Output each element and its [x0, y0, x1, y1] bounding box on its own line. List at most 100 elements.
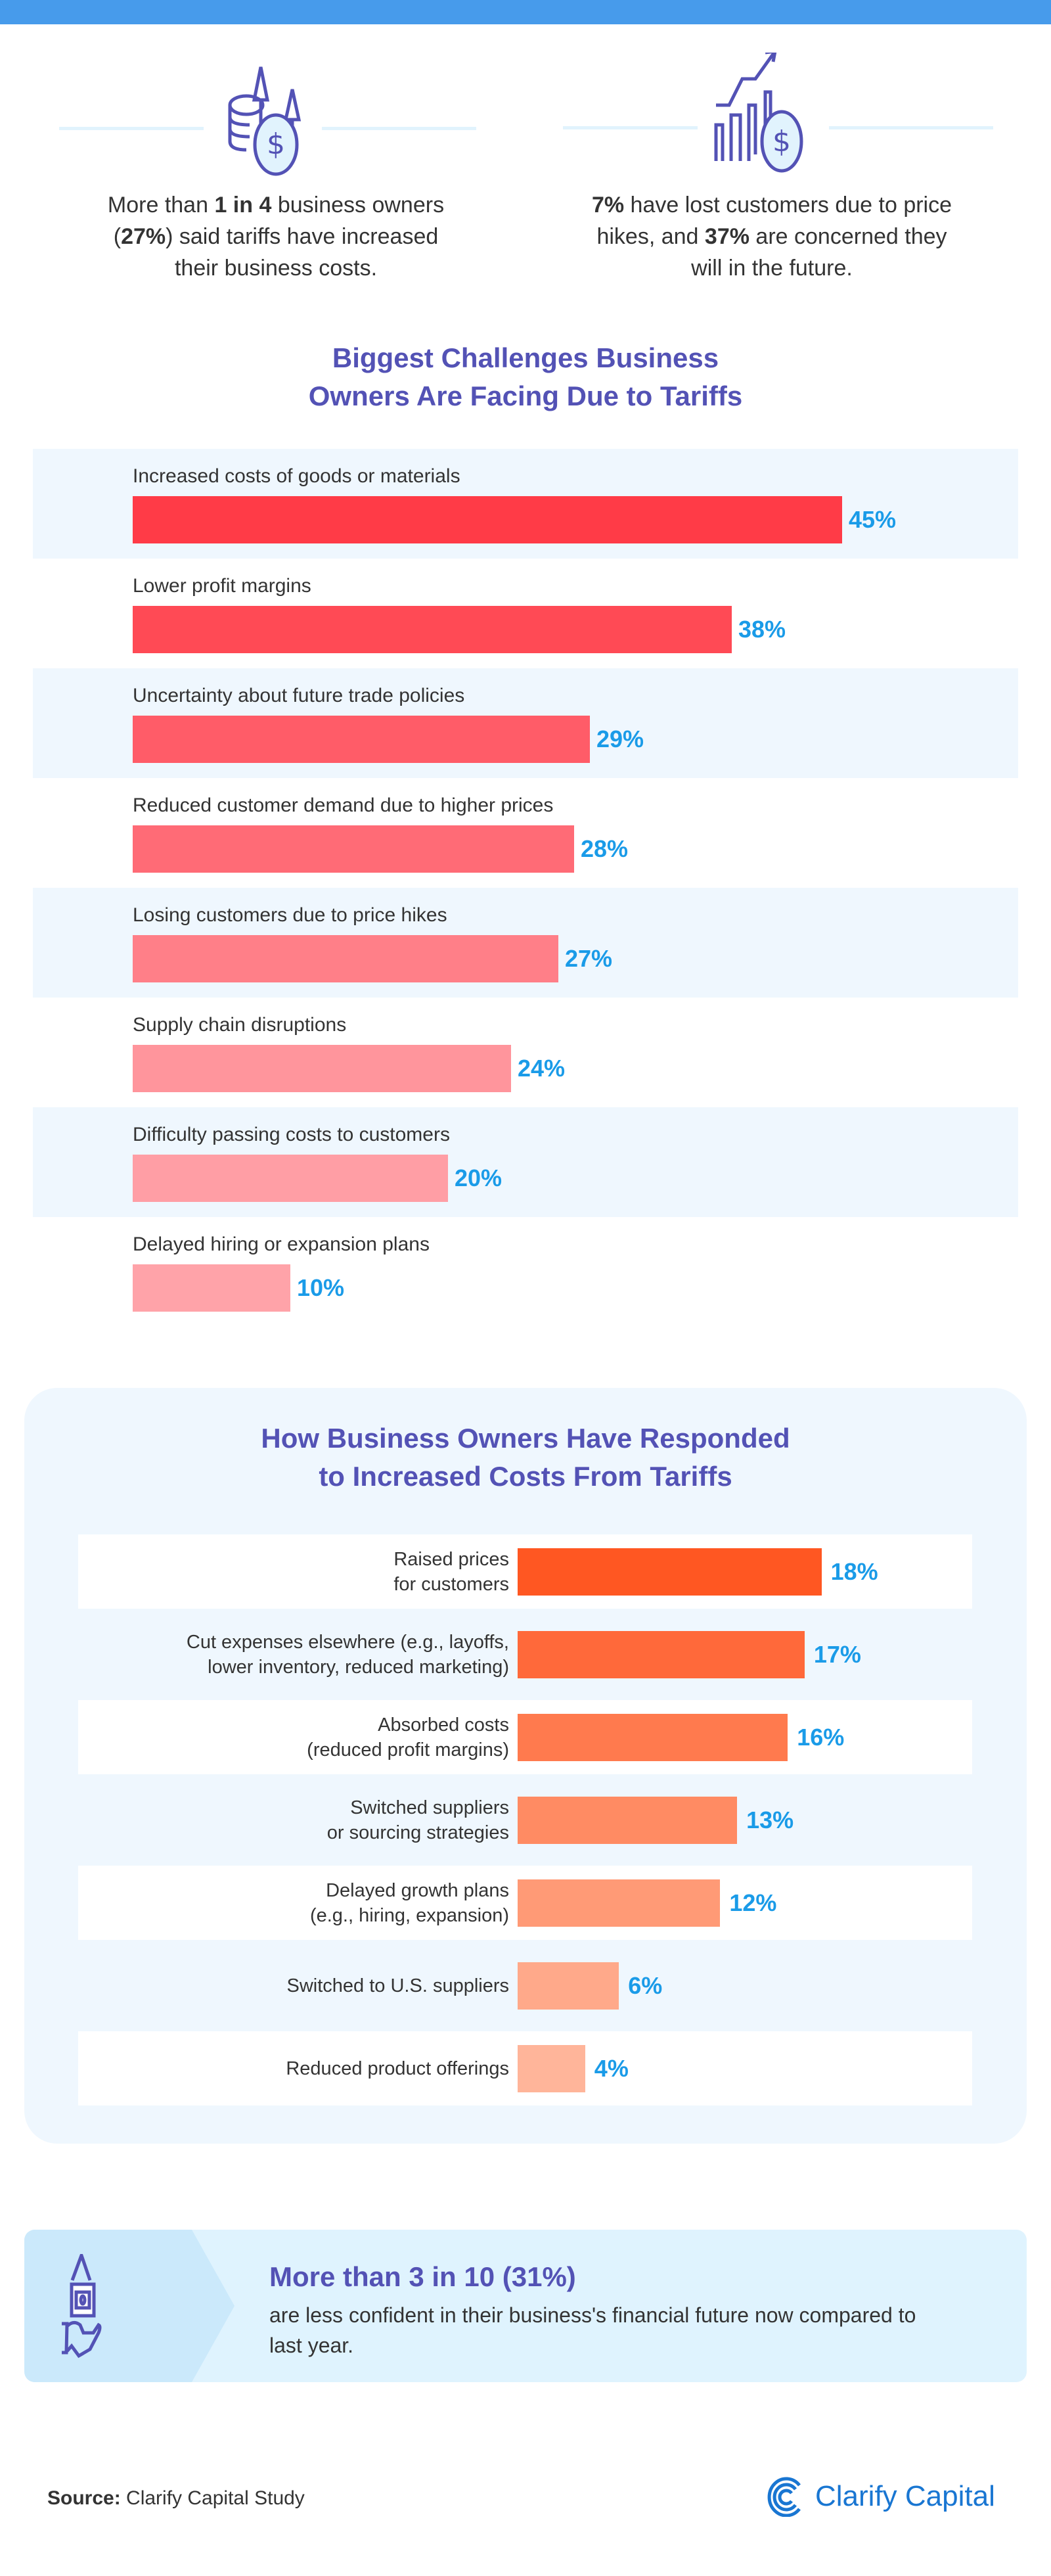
divider	[829, 126, 993, 129]
chart1-row: Reduced customer demand due to higher pr…	[33, 778, 1018, 888]
bar-value-label: 38%	[738, 616, 786, 643]
bar-label: Switched suppliers or sourcing strategies	[89, 1783, 509, 1857]
bar	[133, 1155, 448, 1202]
bar-label: Lower profit margins	[133, 575, 311, 597]
bar-value-label: 29%	[596, 725, 644, 752]
bar	[518, 1714, 788, 1761]
bar	[133, 606, 732, 653]
coins-arrows-up-icon: $	[228, 66, 302, 176]
bar-label-line: for customers	[393, 1573, 509, 1595]
bar-label: Reduced customer demand due to higher pr…	[133, 794, 554, 816]
chart1-row: Losing customers due to price hikes 27%	[33, 888, 1018, 998]
bar-label-line: Raised prices	[393, 1548, 509, 1570]
chart1-row: Delayed hiring or expansion plans 10%	[33, 1217, 1018, 1327]
bar-label: Switched to U.S. suppliers	[89, 1948, 509, 2023]
bar-label-line: lower inventory, reduced marketing)	[208, 1656, 509, 1678]
bar-label-line: Absorbed costs	[378, 1714, 509, 1736]
bar-value-label: 17%	[813, 1641, 861, 1668]
chart2-title-line: to Increased Costs From Tariffs	[319, 1461, 732, 1492]
bar-label-line: or sourcing strategies	[326, 1822, 509, 1843]
bar-value-label: 27%	[565, 945, 613, 972]
chart1-row: Increased costs of goods or materials 45…	[33, 449, 1018, 559]
bar-value-label: 45%	[849, 506, 897, 533]
source-note: Source: Clarify Capital Study	[47, 2487, 305, 2510]
bar	[133, 496, 842, 543]
bar-label-line: Cut expenses elsewhere (e.g., layoffs,	[186, 1631, 509, 1653]
bar	[133, 825, 574, 873]
bar-label-line: (reduced profit margins)	[307, 1739, 509, 1760]
chart2-row: Raised prices for customers 18%	[78, 1534, 972, 1609]
bar-label-line: Reduced product offerings	[286, 2058, 509, 2079]
bar-chart-dollar-icon: $	[714, 53, 803, 173]
chart2-row: Cut expenses elsewhere (e.g., layoffs, lo…	[78, 1617, 972, 1691]
chart1-row: Supply chain disruptions 24%	[33, 998, 1018, 1107]
bar-value-label: 18%	[830, 1558, 878, 1585]
bar	[518, 1797, 738, 1844]
bar-label-line: Delayed growth plans	[326, 1879, 509, 1901]
bar-value-label: 6%	[628, 1972, 663, 1999]
bar	[518, 1879, 721, 1927]
source-value: Clarify Capital Study	[120, 2487, 305, 2509]
logo-text: Clarify Capital	[815, 2480, 995, 2512]
bar	[518, 1962, 619, 2010]
bar-label: Uncertainty about future trade policies	[133, 685, 465, 706]
chart2-title: How Business Owners Have Responded to In…	[0, 1419, 1051, 1496]
bar-value-label: 24%	[518, 1055, 566, 1082]
confidence-callout	[24, 2230, 1027, 2382]
bar-label-line: (e.g., hiring, expansion)	[309, 1904, 509, 1926]
divider	[59, 127, 204, 130]
bar-value-label: 16%	[797, 1724, 845, 1751]
bar-label: Reduced product offerings	[89, 2031, 509, 2105]
bar-label: Supply chain disruptions	[133, 1014, 347, 1036]
chart1-row: Difficulty passing costs to customers 20…	[33, 1107, 1018, 1217]
chart1-title: Biggest Challenges Business Owners Are F…	[0, 339, 1051, 415]
source-label: Source:	[47, 2487, 121, 2509]
bar-label: Delayed growth plans (e.g., hiring, expan…	[89, 1866, 509, 1940]
bar-value-label: 20%	[455, 1164, 503, 1191]
bar	[133, 1045, 511, 1092]
bar-value-label: 13%	[746, 1806, 794, 1833]
bar	[133, 935, 558, 982]
stat-tariff-costs: More than 1 in 4 business owners (27%) s…	[107, 193, 445, 281]
bar	[133, 716, 590, 763]
bar-label-line: Switched to U.S. suppliers	[286, 1975, 509, 1996]
bar-value-label: 10%	[297, 1274, 345, 1301]
bar-label: Difficulty passing costs to customers	[133, 1124, 450, 1145]
divider	[563, 126, 698, 129]
chart2-row: Delayed growth plans (e.g., hiring, expan…	[78, 1866, 972, 1940]
divider	[322, 127, 476, 130]
clarify-logo-icon	[767, 2477, 801, 2517]
chart2-row: Absorbed costs (reduced profit margins) 1…	[78, 1700, 972, 1774]
chart2-row: Reduced product offerings 4%	[78, 2031, 972, 2105]
chart2-row: Switched to U.S. suppliers 6%	[78, 1948, 972, 2023]
bar-label: Cut expenses elsewhere (e.g., layoffs, lo…	[89, 1617, 509, 1691]
clarify-capital-logo[interactable]: Clarify Capital	[765, 2476, 995, 2517]
stat-lost-customers: 7% have lost customers due to price hike…	[591, 193, 952, 281]
bar-value-label: 12%	[729, 1889, 777, 1916]
chart1-row: Uncertainty about future trade policies …	[33, 668, 1018, 778]
bar-label: Losing customers due to price hikes	[133, 904, 447, 926]
bar	[518, 2045, 585, 2092]
bar-value-label: 4%	[594, 2055, 629, 2082]
bar-label: Delayed hiring or expansion plans	[133, 1233, 430, 1255]
bar-label: Absorbed costs (reduced profit margins)	[89, 1700, 509, 1774]
bar-label: Increased costs of goods or materials	[133, 465, 460, 487]
bar	[518, 1548, 822, 1596]
bar-value-label: 28%	[581, 835, 629, 862]
chart1-title-line: Owners Are Facing Due to Tariffs	[308, 380, 743, 411]
bar	[133, 1264, 290, 1312]
bar-label-line: Switched suppliers	[350, 1797, 509, 1818]
svg-text:$: $	[772, 125, 791, 158]
top-banner	[0, 0, 1051, 24]
chart2-row: Switched suppliers or sourcing strategies…	[78, 1783, 972, 1857]
callout-title: More than 3 in 10 (31%)	[269, 2261, 576, 2292]
chart1-title-line: Biggest Challenges Business	[332, 342, 719, 373]
chart1-row: Lower profit margins 38%	[33, 559, 1018, 668]
chart2-title-line: How Business Owners Have Responded	[261, 1423, 790, 1454]
hand-holding-money-icon	[62, 2254, 102, 2358]
bar-label: Raised prices for customers	[89, 1534, 509, 1609]
callout-body: are less confident in their business's f…	[269, 2303, 916, 2357]
svg-text:$: $	[267, 127, 285, 161]
bar	[518, 1631, 805, 1678]
callout-icon-panel	[24, 2230, 235, 2382]
